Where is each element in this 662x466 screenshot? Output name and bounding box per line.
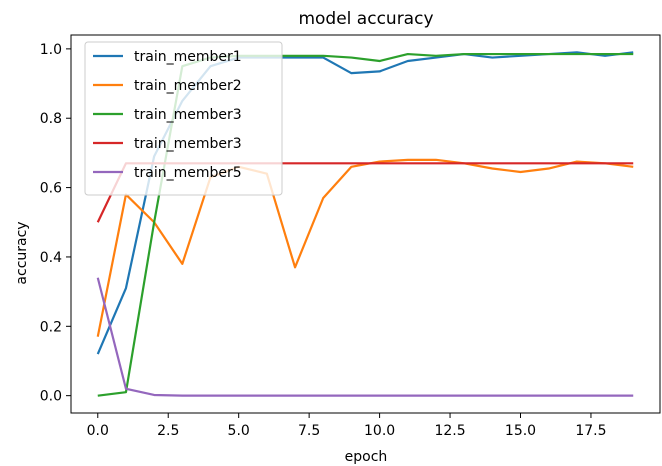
x-tick-label: 0.0: [87, 423, 109, 439]
legend-label-2: train_member2: [134, 78, 242, 94]
x-tick-label: 15.0: [505, 423, 536, 439]
y-tick-label: 0.2: [40, 319, 62, 335]
y-tick-label: 0.6: [40, 181, 62, 197]
y-tick-label: 1.0: [40, 42, 62, 58]
series-line-5: [96, 277, 634, 397]
y-tick-label: 0.0: [40, 389, 62, 405]
y-axis-label: accuracy: [14, 221, 30, 284]
x-tick-label: 17.5: [575, 423, 606, 439]
x-tick-label: 5.0: [228, 423, 250, 439]
legend-label-4: train_member3: [134, 136, 242, 152]
chart-title: model accuracy: [298, 9, 433, 29]
x-axis-label: epoch: [345, 449, 388, 465]
plot-frame: [70, 34, 661, 414]
axes-layer: 0.0 2.5 5.0 7.5 10.0 12.5 15.0 17.5 0.0 0.2 0.4 0.6…: [40, 34, 661, 439]
legend: train_member1train_member2train_member3t…: [84, 41, 283, 196]
x-tick-label: 12.5: [434, 423, 465, 439]
y-tick-label: 0.4: [40, 250, 62, 266]
legend-label-5: train_member5: [134, 165, 242, 181]
legend-box: [84, 41, 283, 196]
x-tick-label: 7.5: [298, 423, 320, 439]
x-tick-label: 10.0: [364, 423, 395, 439]
legend-label-1: train_member1: [134, 49, 242, 65]
legend-label-3: train_member3: [134, 107, 242, 123]
y-tick-label: 0.8: [40, 111, 62, 127]
x-tick-label: 2.5: [157, 423, 179, 439]
